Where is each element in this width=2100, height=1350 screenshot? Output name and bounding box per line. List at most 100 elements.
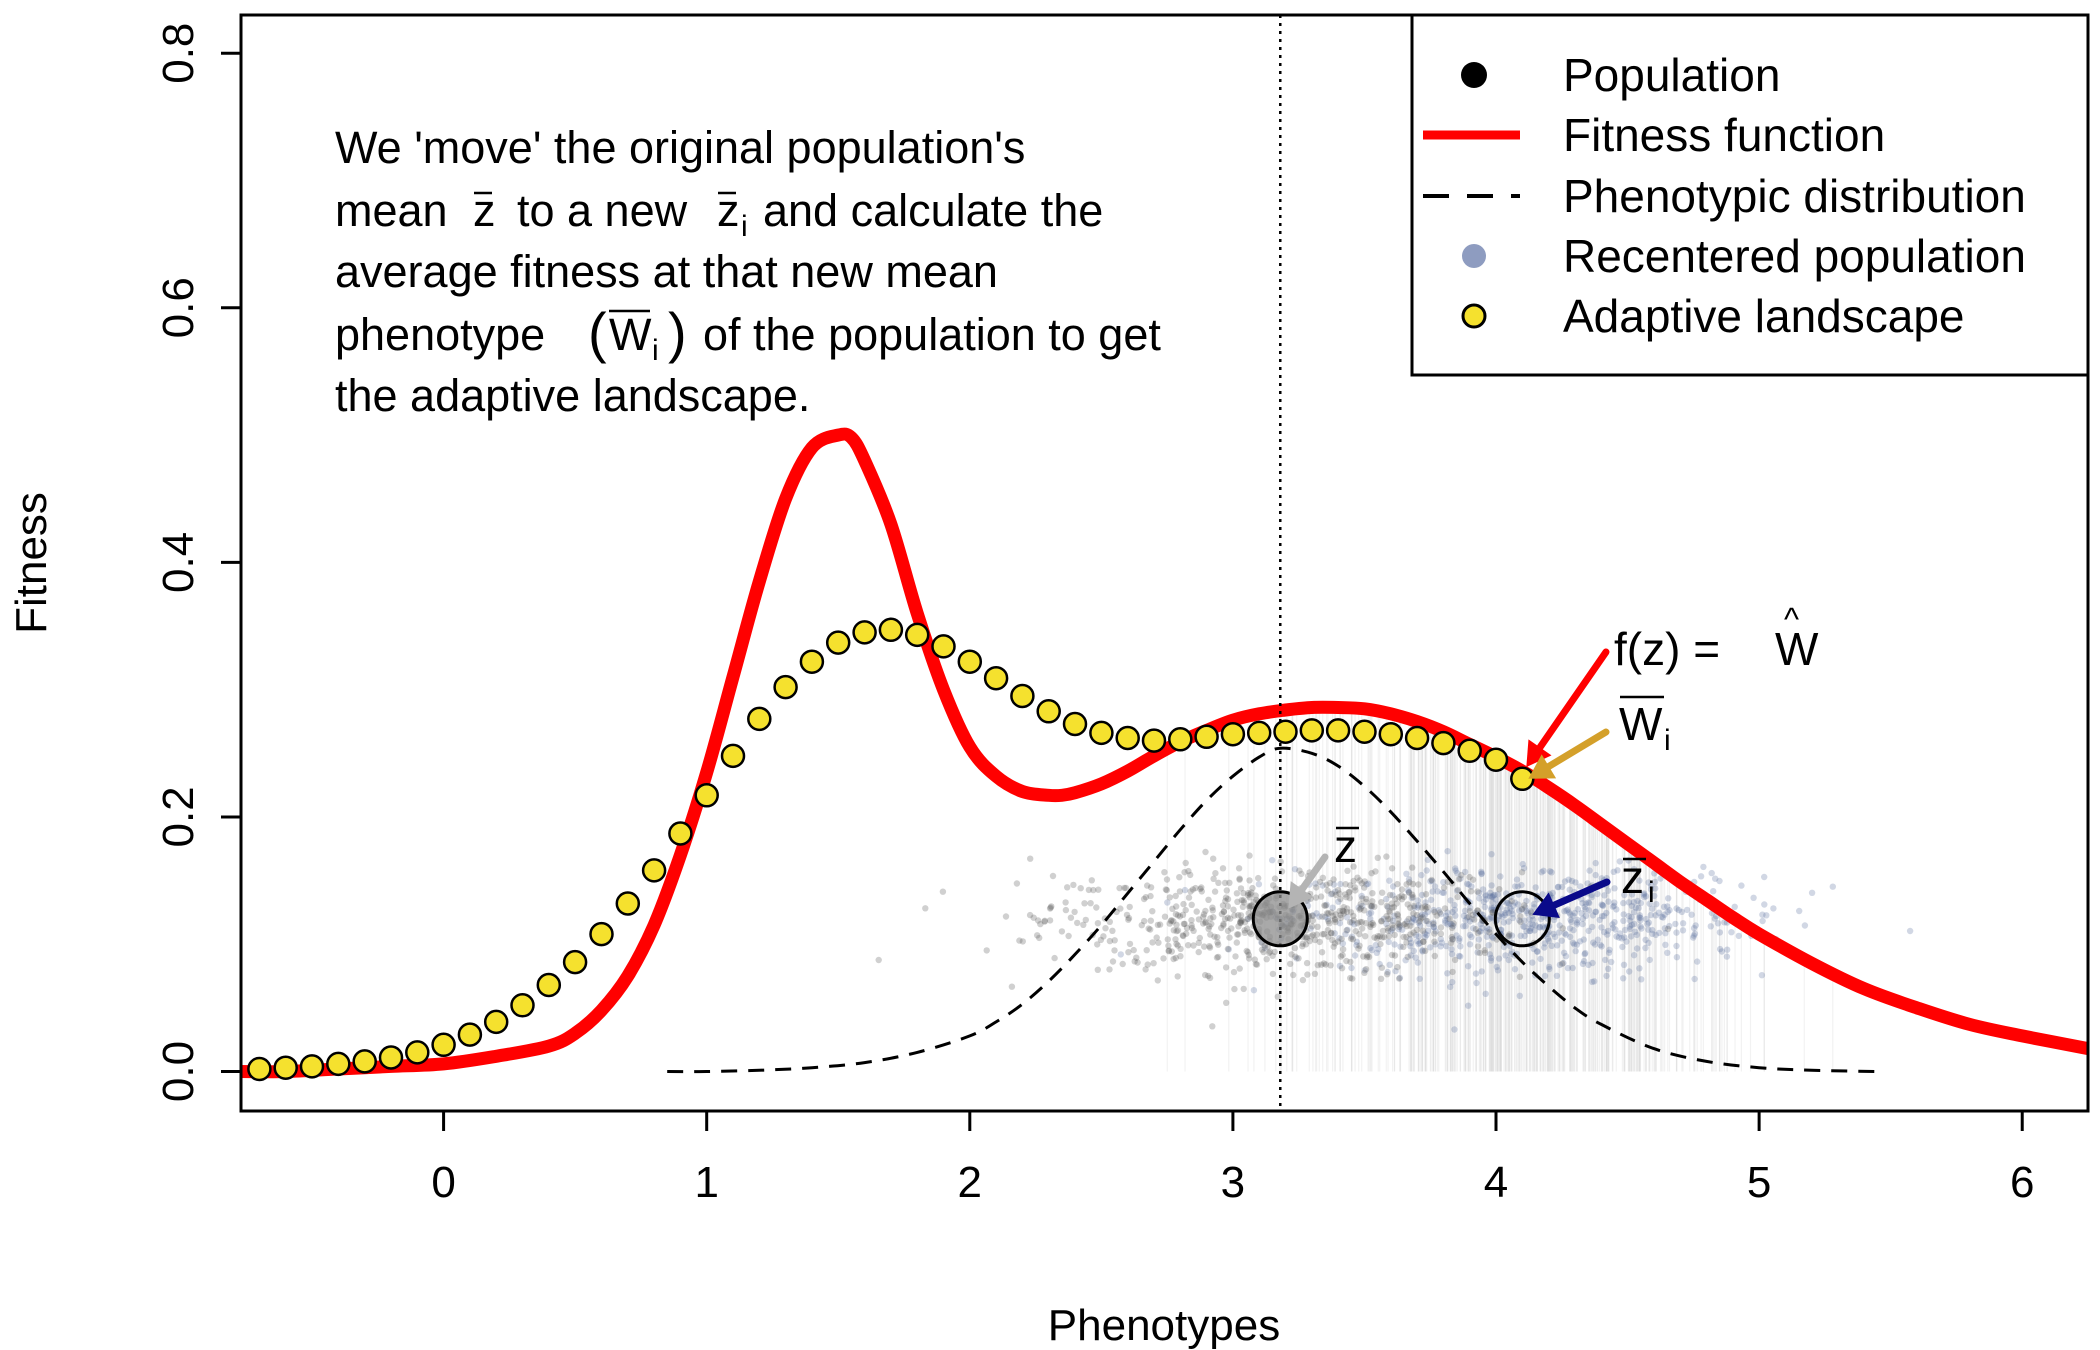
recentered-population-point — [1367, 944, 1374, 952]
recentered-population-point — [1364, 880, 1372, 887]
recentered-population-point — [1475, 936, 1483, 943]
population-point — [1528, 909, 1535, 916]
population-point — [1309, 912, 1316, 919]
adaptive-landscape-point — [983, 665, 1009, 691]
population-point — [1183, 924, 1191, 932]
recentered-population-point — [1666, 907, 1673, 914]
recentered-population-point — [1645, 926, 1652, 933]
recentered-population-point — [1590, 939, 1597, 946]
recentered-population-point — [1723, 953, 1731, 960]
adaptive-landscape-point — [1404, 725, 1430, 751]
legend-landscape-label: Adaptive landscape — [1563, 290, 1965, 342]
recentered-population-point — [1490, 934, 1497, 942]
recentered-population-point — [1637, 923, 1644, 930]
recentered-population-point — [1662, 941, 1669, 948]
population-point — [1386, 907, 1393, 915]
population-point — [1369, 919, 1376, 927]
recentered-population-point — [1619, 943, 1626, 951]
population-point — [1041, 918, 1048, 925]
population-point — [1224, 896, 1232, 903]
population-point — [1234, 898, 1241, 905]
recentered-population-point — [1620, 961, 1628, 968]
population-point — [1309, 931, 1317, 938]
recentered-population-point — [1673, 905, 1680, 912]
recentered-population-point — [1664, 908, 1672, 916]
recentered-population-point — [1545, 963, 1553, 971]
population-point — [1170, 918, 1177, 925]
population-point — [1154, 977, 1162, 984]
population-point — [1246, 929, 1254, 936]
recentered-population-point — [1353, 938, 1361, 945]
recentered-population-point — [1399, 926, 1406, 933]
population-point — [1116, 884, 1123, 892]
recentered-population-point — [1708, 869, 1715, 877]
recentered-population-point — [1518, 881, 1525, 889]
recentered-population-point — [1548, 942, 1555, 949]
population-point — [1097, 936, 1105, 944]
population-point — [1212, 870, 1219, 877]
population-point — [1206, 943, 1213, 950]
recentered-population-point — [1431, 883, 1439, 890]
recentered-population-point — [1530, 904, 1538, 911]
population-point — [1034, 917, 1042, 924]
recentered-population-point — [1642, 893, 1650, 900]
recentered-population-point — [1418, 871, 1425, 879]
recentered-population-point — [1512, 883, 1519, 890]
population-point — [1051, 954, 1058, 962]
population-point — [1370, 921, 1377, 928]
recentered-population-point — [1486, 915, 1493, 923]
recentered-population-point — [1478, 870, 1485, 877]
recentered-population-point — [1391, 941, 1398, 948]
recentered-population-point — [1537, 915, 1545, 923]
population-point — [1258, 946, 1266, 953]
population-point — [1363, 954, 1371, 961]
recentered-population-point — [1451, 901, 1458, 909]
recentered-population-point — [1516, 917, 1523, 924]
population-point — [1190, 942, 1197, 949]
recentered-population-point — [1652, 885, 1659, 892]
population-point — [1344, 867, 1351, 874]
recentered-population-point — [1627, 925, 1634, 933]
population-point — [1235, 931, 1242, 938]
population-point — [1405, 915, 1412, 923]
population-point — [1222, 964, 1230, 971]
recentered-population-point — [1466, 918, 1474, 925]
recentered-population-point — [1621, 926, 1629, 934]
population-point — [1064, 884, 1071, 891]
population-point — [1222, 894, 1230, 901]
population-point — [1247, 891, 1254, 898]
population-point — [1357, 918, 1364, 926]
population-point — [1048, 903, 1055, 910]
recentered-population-point — [1465, 881, 1473, 888]
recentered-population-point — [1634, 897, 1641, 905]
recentered-population-point — [1410, 947, 1418, 955]
population-point — [1314, 923, 1321, 930]
recentered-population-point — [1430, 923, 1438, 931]
x-tick-label: 4 — [1484, 1158, 1508, 1207]
population-point — [1415, 881, 1422, 888]
recentered-population-point — [1397, 943, 1404, 950]
population-point — [1245, 955, 1253, 962]
recentered-population-point — [1505, 918, 1512, 925]
population-point — [1087, 900, 1094, 907]
population-point — [1177, 953, 1184, 960]
recentered-population-point — [1518, 906, 1525, 913]
population-point — [1313, 884, 1320, 891]
recentered-population-point — [1380, 915, 1388, 922]
recentered-population-point — [1728, 929, 1735, 936]
annotation-open-paren: ( — [588, 301, 607, 364]
population-point — [1356, 877, 1363, 884]
recentered-population-point — [1569, 964, 1576, 972]
population-point — [1325, 933, 1332, 940]
population-point — [1347, 935, 1355, 942]
recentered-population-point — [1343, 914, 1351, 921]
x-axis: 0 1 2 3 4 5 6 — [431, 1111, 2034, 1207]
population-point — [1245, 951, 1253, 959]
population-point — [1451, 956, 1459, 964]
population-point — [1349, 936, 1357, 943]
recentered-population-point — [1451, 1026, 1458, 1033]
recentered-population-point — [1679, 920, 1687, 927]
recentered-population-point — [1309, 912, 1317, 919]
recentered-population-point — [1707, 923, 1715, 930]
recentered-population-point — [1415, 940, 1422, 948]
